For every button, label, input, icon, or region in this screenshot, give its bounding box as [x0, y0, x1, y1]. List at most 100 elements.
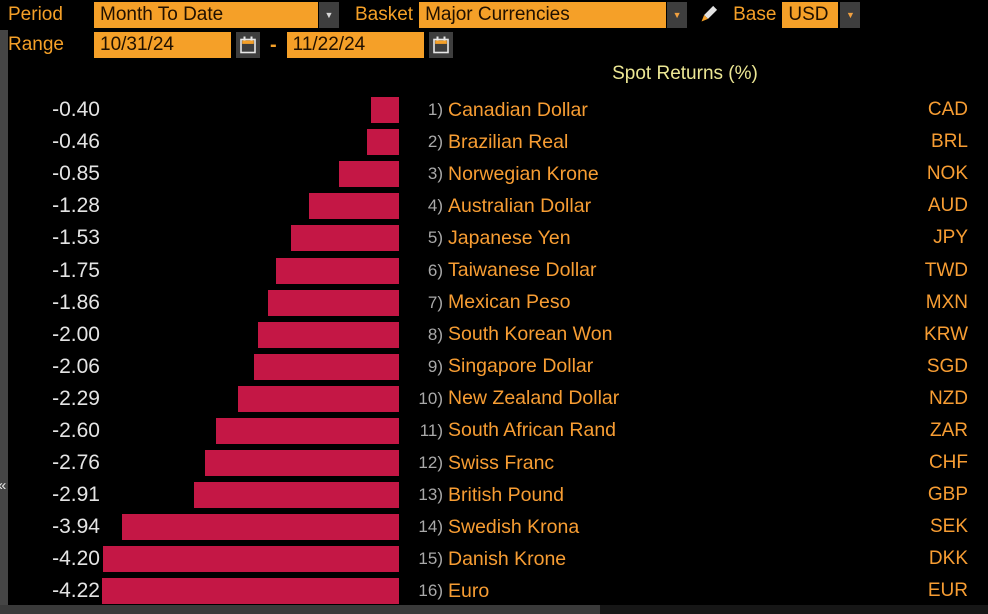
currency-code[interactable]: CAD: [927, 99, 968, 121]
currency-code[interactable]: DKK: [928, 548, 968, 570]
currency-name[interactable]: Mexican Peso: [448, 291, 571, 314]
currency-name[interactable]: Danish Krone: [448, 547, 567, 570]
return-value: -0.40: [52, 98, 100, 122]
row-rank: 13): [418, 485, 443, 505]
range-end-input[interactable]: 11/22/24: [286, 32, 424, 58]
return-bar[interactable]: [102, 578, 399, 605]
chevron-down-icon: ▼: [672, 10, 682, 20]
range-start-input[interactable]: 10/31/24: [94, 32, 231, 58]
toolbar-row-1: Period Month To Date ▼ Basket Major Curr…: [8, 0, 861, 30]
currency-code[interactable]: GBP: [927, 484, 968, 506]
edit-basket-button[interactable]: [697, 4, 719, 26]
currency-name[interactable]: Australian Dollar: [448, 194, 592, 217]
return-value: -2.00: [52, 322, 100, 346]
currency-code[interactable]: ZAR: [930, 419, 968, 441]
currency-row: -0.46 2) Brazilian Real BRL: [8, 126, 988, 158]
return-bar[interactable]: [194, 482, 399, 509]
return-value: -4.20: [52, 547, 100, 571]
bar-zone: [102, 450, 399, 477]
return-value: -4.22: [52, 579, 100, 603]
toolbar: Period Month To Date ▼ Basket Major Curr…: [8, 0, 861, 60]
row-rank: 5): [427, 228, 443, 248]
return-value: -0.46: [52, 130, 100, 154]
currency-code[interactable]: CHF: [928, 452, 968, 474]
currency-code[interactable]: BRL: [931, 131, 968, 153]
currency-row: -1.28 4) Australian Dollar AUD: [8, 190, 988, 222]
currency-name[interactable]: Euro: [448, 579, 490, 602]
currency-row: -2.29 10) New Zealand Dollar NZD: [8, 383, 988, 415]
currency-row: -3.94 14) Swedish Krona SEK: [8, 511, 988, 543]
currency-name[interactable]: British Pound: [448, 483, 564, 506]
return-bar[interactable]: [205, 450, 399, 477]
return-value: -1.86: [52, 290, 100, 314]
currency-name[interactable]: Swedish Krona: [448, 515, 580, 538]
return-value: -2.91: [52, 483, 100, 507]
currency-name[interactable]: Japanese Yen: [448, 226, 571, 249]
base-select[interactable]: USD: [782, 2, 839, 28]
return-bar[interactable]: [216, 417, 399, 444]
currency-code[interactable]: MXN: [925, 291, 968, 313]
currency-name[interactable]: Singapore Dollar: [448, 355, 594, 378]
bar-zone: [102, 546, 399, 573]
currency-name[interactable]: New Zealand Dollar: [448, 387, 620, 410]
base-dropdown-button[interactable]: ▼: [840, 2, 861, 28]
return-bar[interactable]: [254, 353, 399, 380]
basket-select[interactable]: Major Currencies: [419, 2, 667, 28]
bar-zone: [102, 353, 399, 380]
pencil-icon: [701, 5, 718, 22]
return-bar[interactable]: [258, 321, 399, 348]
currency-name[interactable]: Canadian Dollar: [448, 98, 588, 121]
return-bar[interactable]: [276, 257, 399, 284]
currency-row: -2.76 12) Swiss Franc CHF: [8, 447, 988, 479]
currency-code[interactable]: SEK: [929, 516, 968, 538]
row-rank: 3): [427, 164, 443, 184]
basket-dropdown-button[interactable]: ▼: [667, 2, 688, 28]
return-bar[interactable]: [291, 225, 399, 252]
return-bar[interactable]: [268, 289, 399, 316]
collapse-panel-icon[interactable]: «: [0, 478, 6, 493]
currency-code[interactable]: TWD: [924, 259, 968, 281]
bar-zone: [102, 161, 399, 188]
return-value: -2.76: [52, 451, 100, 475]
currency-name[interactable]: Brazilian Real: [448, 130, 569, 153]
row-rank: 6): [427, 260, 443, 280]
range-label: Range: [8, 34, 64, 55]
currency-name[interactable]: South Korean Won: [448, 323, 613, 346]
return-bar[interactable]: [367, 129, 399, 156]
return-bar[interactable]: [103, 546, 399, 573]
return-value: -3.94: [52, 515, 100, 539]
chevron-down-icon: ▼: [845, 10, 855, 20]
bar-zone: [102, 225, 399, 252]
calendar-icon: [240, 36, 256, 54]
row-rank: 14): [418, 517, 443, 537]
bottom-scrollbar[interactable]: [0, 605, 988, 614]
currency-code[interactable]: KRW: [924, 323, 968, 345]
range-start-calendar-button[interactable]: [236, 32, 260, 58]
currency-code[interactable]: NOK: [926, 163, 968, 185]
return-bar[interactable]: [122, 514, 399, 541]
return-value: -2.06: [52, 354, 100, 378]
bottom-scrollbar-thumb[interactable]: [0, 605, 600, 614]
return-bar[interactable]: [339, 161, 399, 188]
return-bar[interactable]: [238, 385, 399, 412]
range-separator: -: [270, 33, 277, 56]
currency-row: -1.75 6) Taiwanese Dollar TWD: [8, 254, 988, 286]
period-dropdown-button[interactable]: ▼: [319, 2, 339, 28]
bar-zone: [102, 193, 399, 220]
period-select[interactable]: Month To Date: [94, 2, 318, 28]
currency-name[interactable]: Taiwanese Dollar: [448, 259, 597, 282]
currency-name[interactable]: Swiss Franc: [448, 451, 555, 474]
currency-code[interactable]: NZD: [928, 387, 968, 409]
currency-name[interactable]: South African Rand: [448, 419, 617, 442]
left-scrollbar[interactable]: «: [0, 30, 8, 614]
currency-code[interactable]: AUD: [927, 195, 968, 217]
currency-code[interactable]: JPY: [933, 227, 968, 249]
return-bar[interactable]: [371, 97, 399, 124]
range-end-calendar-button[interactable]: [428, 32, 453, 58]
currency-code[interactable]: SGD: [926, 355, 968, 377]
currency-name[interactable]: Norwegian Krone: [448, 162, 599, 185]
return-bar[interactable]: [309, 193, 399, 220]
calendar-icon: [432, 36, 449, 54]
currency-code[interactable]: EUR: [927, 580, 968, 602]
basket-label: Basket: [355, 4, 414, 25]
